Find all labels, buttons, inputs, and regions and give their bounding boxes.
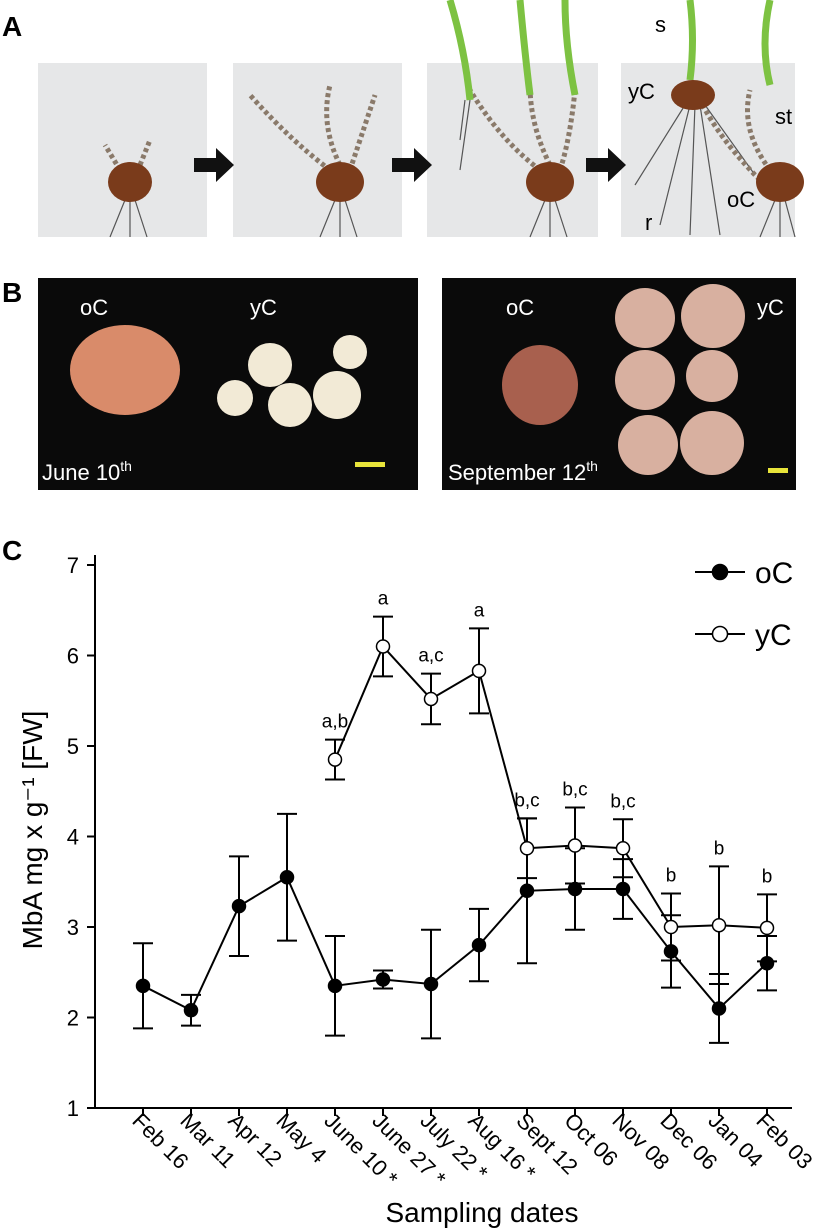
x-axis-label: Sampling dates (385, 1197, 578, 1228)
significance-label: a (474, 600, 485, 621)
illustration (38, 0, 804, 238)
marker (231, 898, 247, 914)
significance-label: b,c (562, 780, 587, 801)
significance-label: a,b (322, 712, 348, 733)
photo (442, 278, 796, 490)
date-suffix: th (586, 458, 598, 474)
marker (471, 937, 487, 953)
marker (279, 869, 295, 885)
panel-label: C (2, 535, 22, 566)
photo-label: yC (757, 295, 784, 320)
y-tick-label: 5 (67, 734, 79, 759)
y-tick-label: 6 (67, 644, 79, 669)
y-tick-label: 4 (67, 825, 79, 850)
y-axis-label: MbA mg x g⁻¹ [FW] (17, 711, 48, 950)
marker (423, 691, 439, 707)
legend-label: oC (755, 557, 793, 590)
marker (615, 841, 631, 856)
y-tick-label: 1 (67, 1096, 79, 1121)
annotation: st (775, 104, 792, 129)
y-tick-label: 7 (67, 553, 79, 578)
photo-label: yC (250, 295, 277, 320)
x-tick-label: Feb 03 (751, 1108, 817, 1174)
marker (519, 883, 535, 899)
marker (423, 976, 439, 992)
y-tick-label: 2 (67, 1006, 79, 1031)
marker (519, 841, 535, 856)
marker (135, 978, 151, 994)
marker (375, 639, 391, 654)
legend-label: yC (755, 619, 792, 652)
significance-label: b (762, 866, 773, 887)
marker (183, 1003, 199, 1018)
photo-date: September 12th (448, 458, 598, 485)
annotation: oC (727, 187, 755, 212)
series-line (334, 644, 768, 929)
significance-label: b,c (514, 790, 539, 811)
date: June 10 (42, 460, 120, 485)
significance-label: b (714, 838, 725, 859)
photo (38, 278, 418, 490)
date-suffix: th (120, 458, 132, 474)
marker (711, 917, 727, 933)
photo-date: June 10th (42, 458, 132, 485)
marker (615, 881, 631, 897)
panel-label: B (2, 277, 22, 308)
photo-label: oC (80, 295, 108, 320)
series-line (142, 875, 768, 1012)
annotation: yC (628, 79, 655, 104)
marker (567, 838, 583, 853)
significance-label: a,c (418, 646, 443, 667)
marker (711, 1001, 727, 1016)
annotation: r (645, 210, 652, 235)
marker (471, 663, 487, 679)
significance-label: b (666, 866, 677, 887)
significance-label: a (378, 589, 389, 610)
marker (327, 978, 343, 994)
annotation: s (655, 12, 666, 37)
marker (327, 752, 343, 767)
marker (375, 972, 391, 987)
legend-marker (711, 625, 729, 643)
date: September 12 (448, 460, 586, 485)
marker (759, 920, 775, 936)
marker (663, 919, 679, 935)
legend-marker (711, 563, 729, 581)
y-tick-label: 3 (67, 915, 79, 940)
panel-label: A (2, 11, 22, 42)
photo-label: oC (506, 295, 534, 320)
significance-label: b,c (610, 791, 635, 812)
